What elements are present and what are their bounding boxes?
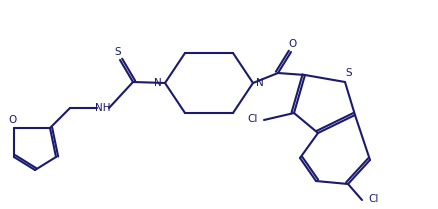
Text: Cl: Cl [367, 194, 378, 204]
Text: O: O [288, 39, 297, 49]
Text: S: S [345, 68, 352, 78]
Text: NH: NH [95, 103, 110, 113]
Text: N: N [154, 78, 162, 88]
Text: Cl: Cl [247, 114, 258, 124]
Text: O: O [9, 115, 17, 125]
Text: S: S [114, 47, 121, 57]
Text: N: N [255, 78, 263, 88]
